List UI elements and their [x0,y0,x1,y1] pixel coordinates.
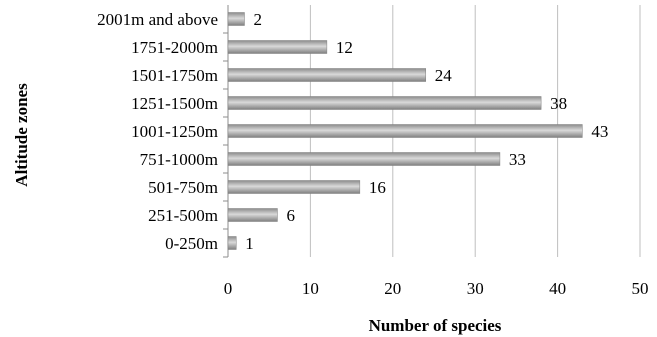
bar-1001-1250m [227,124,583,138]
data-label-0-250m: 1 [245,234,254,253]
y-tick-labels: 0-250m 251-500m 501-750m 751-1000m 1001-1250… [97,10,218,253]
bar-751-1000m [227,152,501,166]
x-tick-label: 50 [632,279,649,298]
bar-501-750m [227,180,361,194]
x-axis-title: Number of species [369,316,502,335]
y-tick-label-1251-1500m: 1251-1500m [131,94,218,113]
y-tick-label-251-500m: 251-500m [148,206,218,225]
y-tick-label-1001-1250m: 1001-1250m [131,122,218,141]
x-tick-label: 30 [467,279,484,298]
data-label-1751-2000m: 12 [336,38,353,57]
x-tick-labels: 0 10 20 30 40 50 [224,279,649,298]
bar-0-250m [227,236,237,250]
data-label-1501-1750m: 24 [435,66,453,85]
bar-2001m and above [227,12,245,26]
data-label-2001m and above: 2 [253,10,261,29]
y-tick-label-2001m and above: 2001m and above [97,10,218,29]
x-tick-label: 0 [224,279,233,298]
data-label-1251-1500m: 38 [550,94,567,113]
y-tick-label-751-1000m: 751-1000m [140,150,218,169]
bars [227,12,583,250]
y-tick-label-1751-2000m: 1751-2000m [131,38,218,57]
data-label-251-500m: 6 [286,206,295,225]
data-label-751-1000m: 33 [509,150,526,169]
y-tick-label-0-250m: 0-250m [165,234,218,253]
bar-1251-1500m [227,96,542,110]
y-tick-label-1501-1750m: 1501-1750m [131,66,218,85]
bar-1751-2000m [227,40,328,54]
bar-1501-1750m [227,68,427,82]
bar-251-500m [227,208,278,222]
x-tick-label: 10 [302,279,319,298]
x-tick-label: 20 [384,279,401,298]
y-axis-title: Altitude zones [12,83,31,187]
x-tick-label: 40 [549,279,566,298]
data-label-1001-1250m: 43 [591,122,608,141]
y-tick-label-501-750m: 501-750m [148,178,218,197]
data-label-501-750m: 16 [369,178,386,197]
